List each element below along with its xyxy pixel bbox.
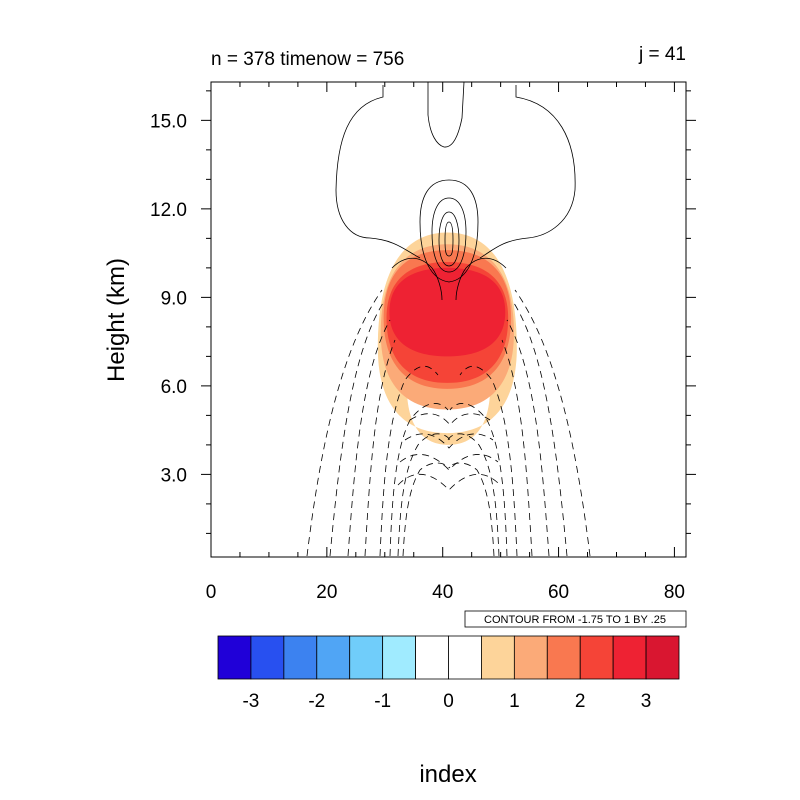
colorbar-box: [645, 635, 680, 680]
x-axis-ticks: [210, 82, 675, 557]
colorbar-tick-label: 1: [509, 691, 520, 712]
colorbar-box: [513, 635, 548, 680]
x-tick-label: 80: [664, 582, 685, 603]
y-tick-labels: 3.0 6.0 9.0 12.0 15.0: [150, 111, 187, 486]
y-tick-label: 6.0: [161, 377, 187, 398]
x-tick-labels: 0 20 40 60 80: [206, 582, 685, 603]
colorbar-box: [250, 635, 285, 680]
colorbar-tick-label: -2: [308, 691, 325, 712]
right-string: j = 41: [638, 44, 686, 65]
x-tick-label: 40: [432, 582, 453, 603]
contour-positive-center-4: [444, 221, 454, 257]
left-string: n = 378 timenow = 756: [211, 49, 404, 70]
contour-negative-dashed: [306, 289, 591, 557]
contour-info-label: CONTOUR FROM -1.75 TO 1 BY .25: [484, 614, 666, 626]
y-tick-label: 9.0: [161, 288, 187, 309]
colorbar-box: [349, 635, 384, 680]
contour-positive-center-2: [431, 197, 467, 273]
contour-positive-outer: [335, 85, 576, 259]
colorbar-tick-label: 2: [575, 691, 586, 712]
y-axis-title: Height (km): [103, 258, 130, 382]
colorbar-box: [546, 635, 581, 680]
y-axis-ticks: [201, 90, 696, 534]
colorbar-labels: -3 -2 -1 0 1 2 3: [242, 691, 651, 712]
contour-positive-arc-left: [391, 257, 443, 301]
fill-level-2.5: [389, 267, 506, 357]
colorbar-box: [382, 635, 416, 680]
contour-positive-center-1: [419, 179, 479, 283]
colorbar-box: [415, 635, 449, 680]
x-tick-label: 20: [316, 582, 337, 603]
contour-positive-top: [427, 82, 465, 148]
colorbar-box: [316, 635, 351, 680]
colorbar: [217, 635, 680, 680]
y-tick-label: 3.0: [161, 465, 187, 486]
colorbar-box: [283, 635, 318, 680]
colorbar-box: [481, 635, 515, 680]
filled-contours: [377, 232, 517, 445]
colorbar-box: [612, 635, 647, 680]
colorbar-tick-label: -3: [242, 691, 259, 712]
contour-lines: [306, 82, 591, 557]
plot-frame: [210, 81, 687, 558]
colorbar-tick-label: -1: [374, 691, 391, 712]
y-tick-label: 12.0: [150, 200, 187, 221]
colorbar-box: [217, 635, 252, 680]
colorbar-box: [579, 635, 614, 680]
y-tick-label: 15.0: [150, 111, 187, 132]
x-tick-label: 60: [548, 582, 569, 603]
colorbar-box: [448, 635, 482, 680]
colorbar-tick-label: 3: [641, 691, 652, 712]
contour-info-box: [464, 610, 687, 628]
colorbar-title: index: [419, 761, 476, 788]
contour-positive-center-3: [438, 211, 460, 267]
colorbar-tick-label: 0: [443, 691, 454, 712]
x-tick-label: 0: [206, 582, 217, 603]
contour-positive-arc-right: [455, 257, 507, 301]
